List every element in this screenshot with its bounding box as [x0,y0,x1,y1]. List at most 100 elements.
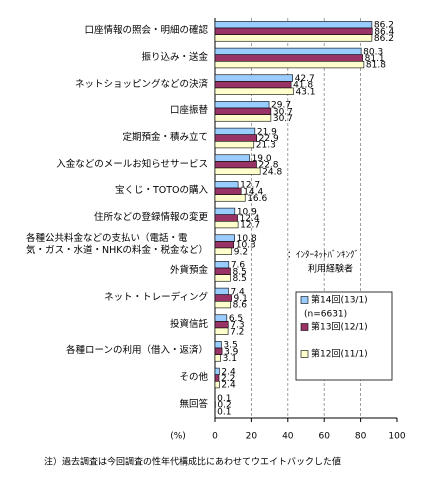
value-label: 29.7 [271,101,291,111]
category-label: 定期預金・積み立て [122,132,208,143]
legend-box [295,291,393,381]
category-label: 外貨預金 [169,265,208,277]
category-label: 口座振替 [169,105,208,117]
value-label: 12.7 [240,221,260,231]
bar [214,181,239,189]
bar [214,221,239,229]
bar [214,127,256,136]
value-label: 3.9 [224,347,239,357]
bar [214,134,257,142]
value-label: 81.1 [365,54,385,64]
bar [214,247,233,255]
legend-title: ：ｲﾝﾀｰﾈｯﾄﾊﾞﾝｷﾝｸﾞ [287,250,359,261]
legend-label: 第12回(11/1) [311,348,368,360]
value-label: 0.1 [217,394,231,404]
category-label: 口座情報の照会・明細の確認 [84,25,208,37]
bar [214,274,231,282]
value-label: 3.5 [223,341,237,351]
category-label: 振り込み・送金 [141,52,208,63]
bar [214,47,362,55]
bar [214,321,229,329]
bar [214,234,235,242]
value-label: 2.2 [221,374,235,384]
category-label: 宝くじ・TOTOの購入 [114,185,208,197]
x-tick-label: 20 [246,432,258,442]
legend-swatch [300,296,309,304]
bar [214,287,229,296]
category-label: 入金などのメールお知らせサービス [56,158,208,170]
bar [214,367,220,376]
legend-swatch [300,350,309,358]
value-label: 12.7 [240,181,260,191]
bar [214,347,223,355]
bar [214,294,232,302]
x-tick-label: 60 [318,432,330,442]
legend-swatch [300,323,309,331]
x-axis-label: (%) [170,432,186,442]
value-label: 43.1 [295,87,315,97]
legend-label: 第14回(13/1) [311,294,368,306]
category-label: 投資信託 [169,318,208,330]
bar [214,380,220,389]
category-label: 各種ローンの利用（借入・返済） [65,345,208,357]
value-label: 42.7 [295,74,315,84]
bar [214,167,261,175]
bar [214,354,221,362]
bar [214,74,294,82]
bar [214,81,292,89]
sample-note: (n=6631) [304,310,347,320]
legend-label: 第13回(12/1) [311,321,368,333]
x-tick-label: 40 [282,432,294,442]
bar [214,21,373,29]
value-label: 3.1 [223,354,237,364]
value-label: 30.7 [273,107,293,117]
bar [214,154,250,162]
bar [214,141,255,149]
bar [214,101,270,109]
value-label: 8.5 [232,274,246,284]
category-label: ネット・トレーディング [104,292,208,303]
value-label: 7.6 [231,261,246,271]
category-label: 住所などの登録情報の変更 [93,212,208,223]
category-label: その他 [179,372,208,383]
bar [214,314,228,322]
bar [214,87,294,95]
x-tick-label: 100 [388,432,405,442]
value-label: 0.2 [217,401,231,411]
value-label: 86.2 [374,34,394,44]
value-label: 19.0 [252,154,272,164]
legend-title: 利用経験者 [308,263,353,275]
value-label: 80.3 [363,47,383,57]
value-label: 2.4 [221,367,236,377]
bar [214,214,238,222]
value-label: 16.6 [247,194,267,204]
bar [214,374,220,382]
value-label: 7.3 [230,321,244,331]
value-label: 8.6 [233,301,248,311]
category-label: 各種公共料金などの支払い（電話・電 気・ガス・水道・NHKの料金・税金など） [26,232,208,256]
value-label: 6.5 [229,314,243,324]
bar [214,261,230,269]
value-label: 0.1 [217,407,231,417]
value-label: 30.7 [273,114,293,124]
bar [214,327,229,335]
value-label: 86.4 [374,27,394,37]
value-label: 24.8 [262,167,282,177]
value-label: 2.4 [221,381,236,391]
bar [214,60,365,69]
bar [214,267,231,275]
x-tick-label: 80 [355,432,367,442]
value-label: 22.8 [258,161,278,171]
category-label: 無回答 [179,398,208,410]
bar [214,114,272,122]
value-label: 21.3 [256,141,276,151]
value-label: 41.8 [293,81,313,91]
value-label: 81.8 [366,61,386,71]
bar [214,161,257,169]
bar [214,300,231,309]
bar [214,341,222,349]
value-label: 14.4 [243,187,263,197]
category-label: ネットショッピングなどの決済 [74,78,208,90]
